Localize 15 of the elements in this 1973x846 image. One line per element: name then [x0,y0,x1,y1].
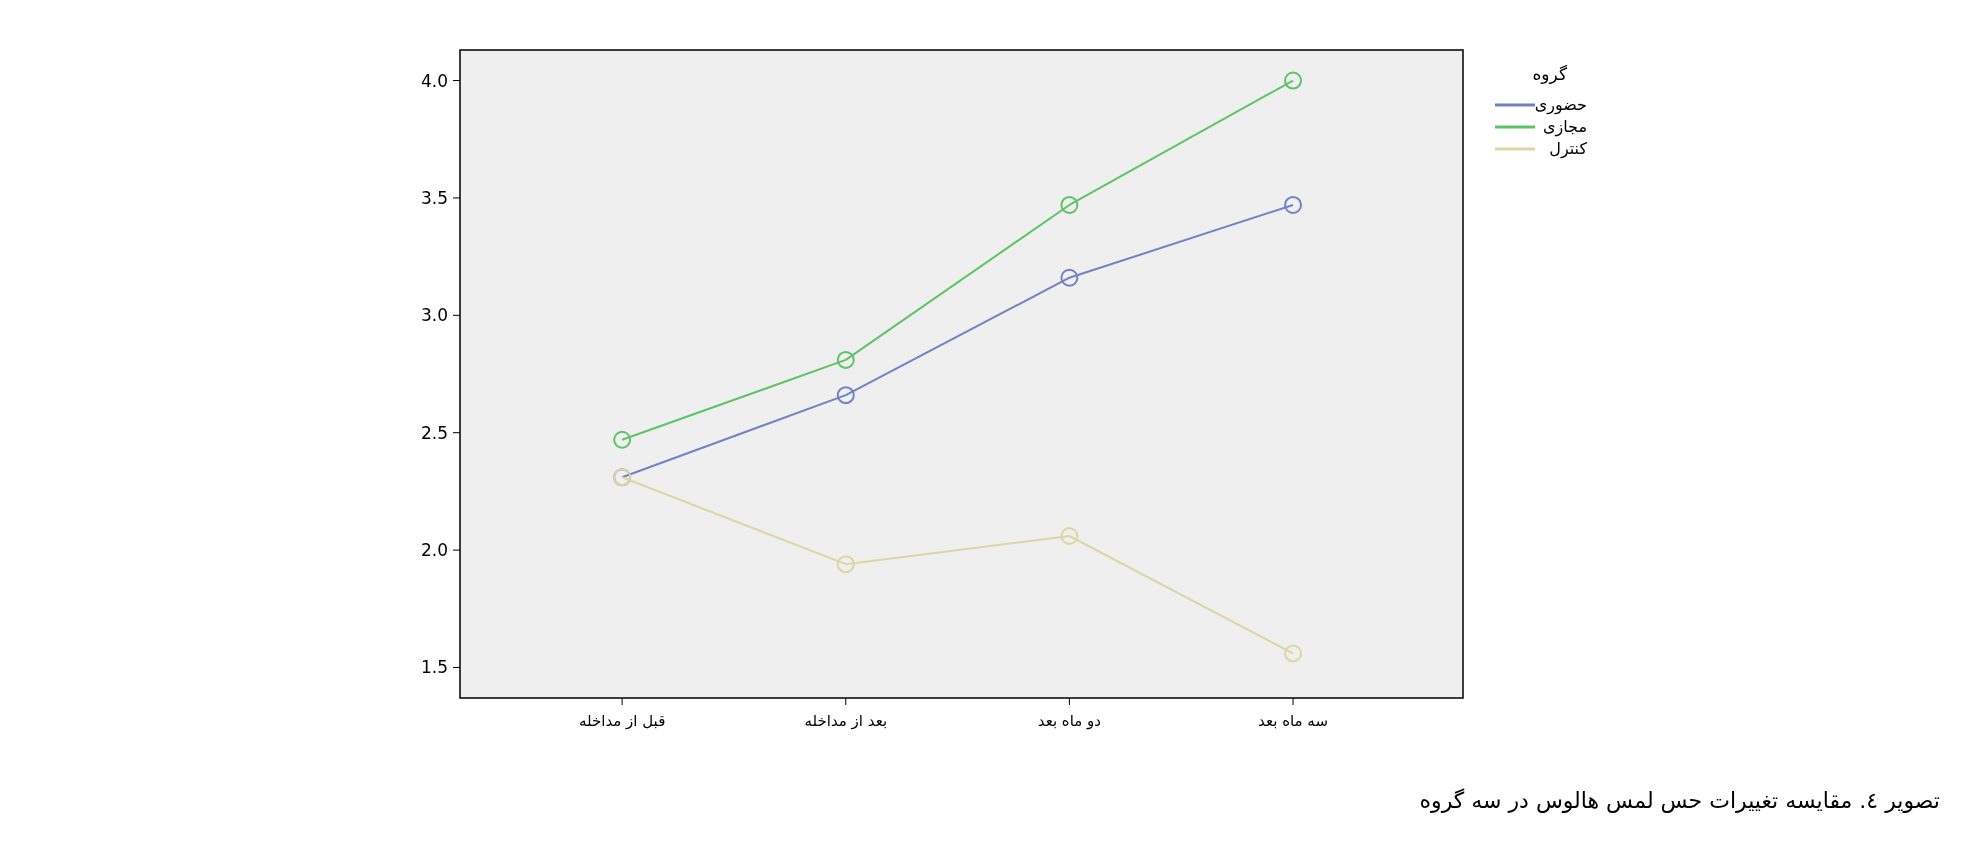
y-tick-label: 3.5 [420,187,448,208]
legend-title: گروه [1532,64,1568,84]
text: تصویر ٤. مقایسه تغییرات حس لمس هالوس در سه گروه [1419,788,1940,814]
y-tick-label: 4.0 [420,70,448,91]
x-tick-label: بعد از مداخله [804,712,888,730]
x-tick-label: سه ماه بعد [1258,712,1328,730]
legend-label: کنترل [1549,139,1588,159]
legend-label: حضوری [1534,95,1587,115]
x-tick-label: دو ماه بعد [1037,712,1102,730]
y-tick-label: 2.5 [420,422,448,443]
y-tick-label: 1.5 [420,657,448,678]
legend-label: مجازی [1542,117,1587,137]
y-tick-label: 3.0 [420,305,448,326]
y-tick-label: 2.0 [420,540,448,561]
x-tick-label: قبل از مداخله [578,712,666,730]
